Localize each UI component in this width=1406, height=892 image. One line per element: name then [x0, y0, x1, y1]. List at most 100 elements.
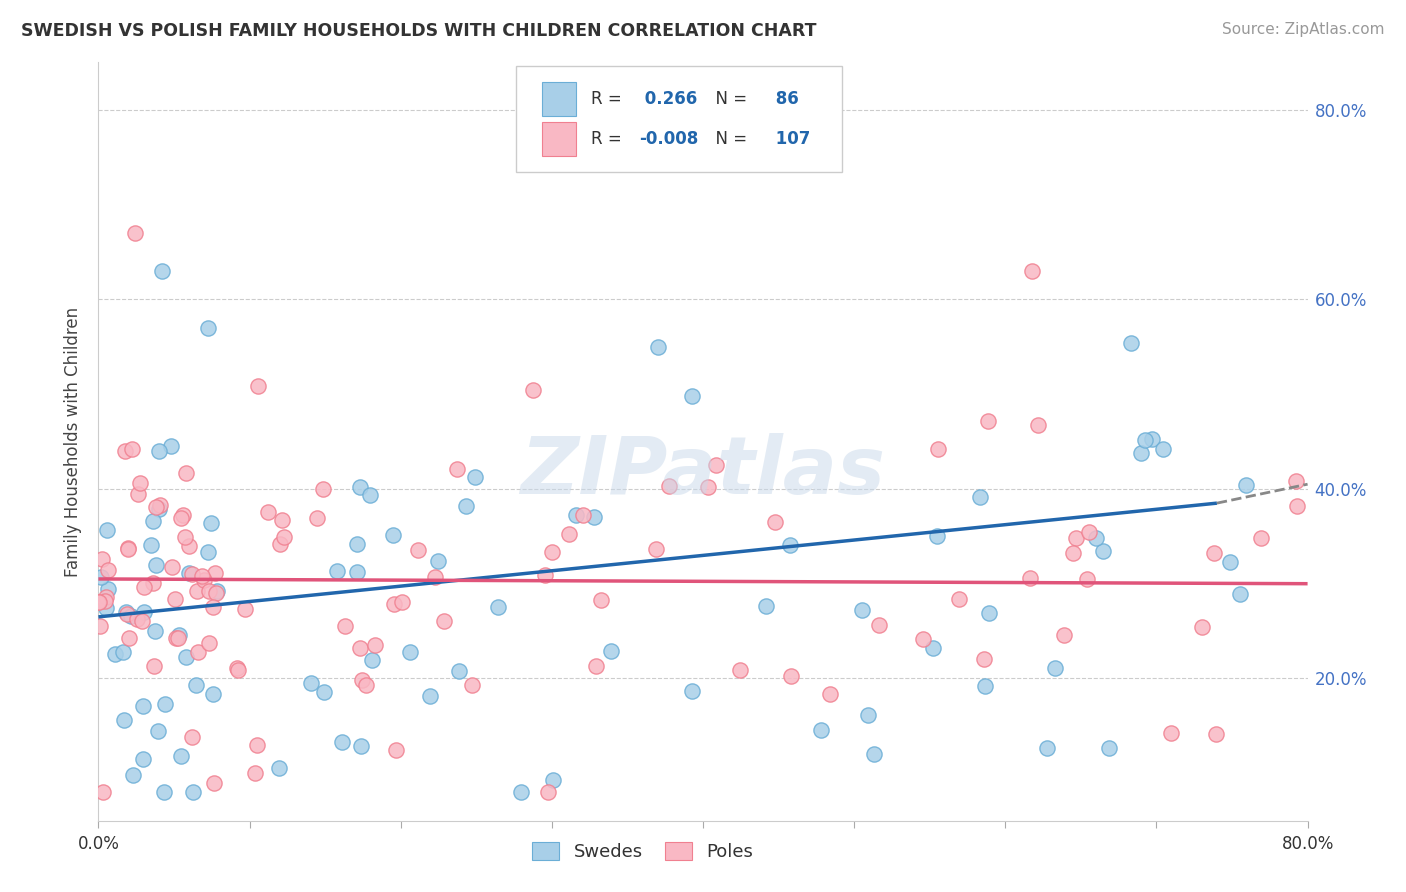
Point [533, 568, 555, 582]
Point [149, 498, 172, 512]
Point [352, 673, 374, 688]
Point [181, 730, 204, 744]
Point [134, 606, 156, 620]
Point [391, 595, 413, 609]
Point [142, 515, 165, 529]
Point [585, 659, 607, 673]
FancyBboxPatch shape [543, 122, 576, 156]
Point [779, 539, 801, 553]
Point [1152, 442, 1174, 456]
Point [1028, 418, 1050, 433]
Point [1078, 525, 1101, 540]
Point [142, 575, 165, 590]
Point [820, 687, 842, 701]
FancyBboxPatch shape [543, 82, 576, 116]
Point [172, 508, 194, 522]
Point [90, 570, 112, 584]
Point [312, 483, 335, 497]
Point [124, 226, 146, 240]
Point [269, 536, 291, 550]
Point [1045, 661, 1067, 675]
Point [177, 539, 200, 553]
Point [979, 606, 1001, 620]
Point [856, 707, 879, 722]
Point [335, 619, 357, 633]
Point [406, 542, 429, 557]
Point [174, 466, 197, 480]
Point [1218, 555, 1240, 569]
Point [243, 766, 266, 780]
Legend: Swedes, Poles: Swedes, Poles [524, 835, 761, 869]
Point [1229, 587, 1251, 601]
FancyBboxPatch shape [516, 66, 842, 172]
Point [346, 565, 368, 579]
Text: Source: ZipAtlas.com: Source: ZipAtlas.com [1222, 22, 1385, 37]
Point [977, 414, 1000, 428]
Point [148, 443, 170, 458]
Point [153, 697, 176, 711]
Point [461, 678, 484, 692]
Point [1140, 432, 1163, 446]
Point [681, 684, 703, 698]
Point [120, 609, 142, 624]
Point [141, 538, 163, 552]
Point [1064, 531, 1087, 545]
Point [862, 747, 884, 761]
Point [129, 475, 152, 490]
Point [681, 389, 703, 403]
Point [186, 583, 208, 598]
Point [96, 600, 118, 615]
Point [1129, 446, 1152, 460]
Point [91, 785, 114, 799]
Point [169, 748, 191, 763]
Point [325, 564, 347, 578]
Point [184, 678, 207, 692]
Point [423, 570, 446, 584]
Point [486, 599, 509, 614]
Point [446, 461, 468, 475]
Point [1085, 531, 1108, 545]
Point [121, 442, 143, 456]
Point [755, 599, 778, 613]
Text: -0.008: -0.008 [638, 130, 699, 148]
Point [160, 440, 183, 454]
Point [969, 491, 991, 505]
Point [591, 592, 613, 607]
Point [132, 699, 155, 714]
Point [174, 650, 197, 665]
Point [447, 664, 470, 678]
Point [115, 605, 138, 619]
Text: 107: 107 [769, 130, 810, 148]
Point [382, 528, 405, 542]
Point [118, 631, 141, 645]
Point [922, 640, 945, 655]
Y-axis label: Family Households with Children: Family Households with Children [65, 307, 83, 576]
Point [202, 687, 225, 701]
Point [273, 530, 295, 544]
Point [851, 602, 873, 616]
Point [1160, 725, 1182, 739]
Point [780, 669, 803, 683]
Point [117, 541, 139, 556]
Point [152, 785, 174, 799]
Point [1035, 741, 1057, 756]
Point [1205, 727, 1227, 741]
Point [1053, 628, 1076, 642]
Point [974, 679, 997, 693]
Point [97, 563, 120, 577]
Point [233, 602, 256, 616]
Point [658, 479, 681, 493]
Point [96, 523, 118, 537]
Point [565, 508, 588, 523]
Point [361, 653, 384, 667]
Point [131, 752, 153, 766]
Point [1098, 740, 1121, 755]
Point [696, 480, 718, 494]
Point [354, 678, 377, 692]
Point [925, 529, 948, 543]
Point [541, 772, 564, 787]
Point [1119, 335, 1142, 350]
Point [89, 595, 111, 609]
Point [145, 558, 167, 572]
Point [198, 584, 221, 599]
